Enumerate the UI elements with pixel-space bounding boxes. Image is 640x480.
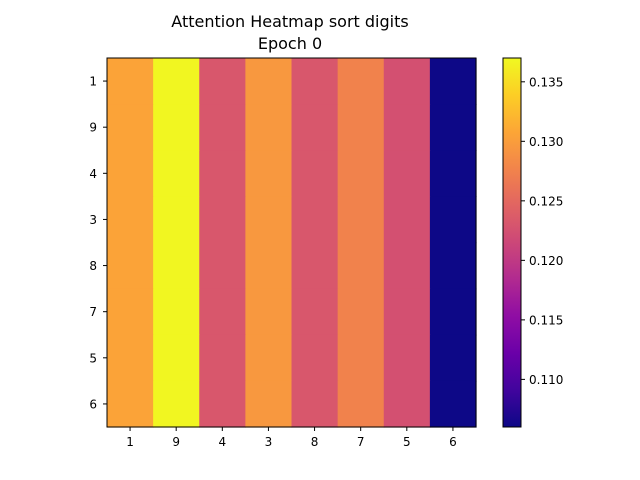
heatmap-cell: [199, 104, 246, 151]
heatmap-cell: [199, 334, 246, 382]
colorbar-tick-label: 0.125: [529, 194, 563, 208]
y-tick-label: 3: [89, 213, 97, 227]
heatmap-cell: [245, 380, 293, 428]
heatmap-cell: [429, 150, 477, 197]
heatmap-cell: [199, 196, 246, 244]
heatmap-cell: [107, 242, 154, 290]
x-axis: 1 9 4 3 8 7 5 6: [126, 427, 457, 449]
heatmap-cell: [383, 150, 431, 197]
heatmap-cell: [337, 150, 385, 197]
heatmap-cell: [291, 58, 339, 105]
heatmap-cell: [107, 196, 154, 244]
heatmap-cell: [291, 334, 339, 382]
heatmap-cell: [383, 196, 431, 244]
x-tick-label: 8: [311, 435, 319, 449]
heatmap-cell: [245, 196, 293, 244]
heatmap-cell: [337, 288, 385, 336]
colorbar-tick-label: 0.135: [529, 75, 563, 89]
heatmap-cell: [107, 104, 154, 151]
heatmap-cell: [245, 288, 293, 336]
heatmap-cell: [199, 242, 246, 290]
colorbar-tick-label: 0.120: [529, 254, 563, 268]
x-tick-label: 4: [218, 435, 226, 449]
heatmap-cell: [107, 58, 154, 105]
heatmap-cell: [337, 104, 385, 151]
x-tick-label: 3: [265, 435, 273, 449]
heatmap-cell: [245, 242, 293, 290]
heatmap-cell: [291, 380, 339, 428]
heatmap-cell: [245, 58, 293, 105]
heatmap-frame: [106, 57, 477, 428]
heatmap-cell: [107, 334, 154, 382]
y-tick-label: 6: [89, 397, 97, 411]
colorbar-frame: [502, 57, 522, 428]
colorbar: [503, 58, 521, 427]
heatmap-cell: [429, 334, 477, 382]
heatmap-cell: [291, 150, 339, 197]
heatmap-cell: [153, 380, 200, 428]
y-tick-label: 9: [89, 121, 97, 135]
heatmap-cell: [337, 58, 385, 105]
chart-title-line2: Epoch 0: [258, 34, 322, 53]
x-tick-label: 5: [403, 435, 411, 449]
heatmap-cell: [383, 104, 431, 151]
heatmap-cell: [291, 196, 339, 244]
heatmap-cell: [107, 380, 154, 428]
colorbar-tick-label: 0.130: [529, 135, 563, 149]
heatmap-cell: [337, 334, 385, 382]
heatmap-cell: [153, 242, 200, 290]
heatmap-cell: [153, 104, 200, 151]
heatmap-cell: [337, 242, 385, 290]
heatmap-cell: [291, 288, 339, 336]
heatmap-cell: [383, 58, 431, 105]
heatmap-cell: [199, 380, 246, 428]
heatmap-cell: [245, 104, 293, 151]
heatmap-cell: [429, 104, 477, 151]
heatmap-cell: [383, 334, 431, 382]
y-tick-label: 8: [89, 259, 97, 273]
heatmap-cell: [429, 196, 477, 244]
x-tick-label: 1: [126, 435, 134, 449]
heatmap-cell: [199, 150, 246, 197]
x-tick-label: 7: [357, 435, 365, 449]
heatmap-cell: [153, 288, 200, 336]
y-tick-label: 1: [89, 75, 97, 89]
colorbar-tick-label: 0.115: [529, 313, 563, 327]
heatmap-cell: [199, 58, 246, 105]
heatmap-cell: [153, 58, 200, 105]
heatmap-cell: [429, 380, 477, 428]
heatmap-cell: [429, 58, 477, 105]
heatmap-cell: [429, 242, 477, 290]
heatmap-cell: [245, 150, 293, 197]
heatmap-cell: [383, 380, 431, 428]
heatmap-cell: [199, 288, 246, 336]
x-tick-label: 6: [449, 435, 457, 449]
heatmap-cell: [291, 242, 339, 290]
heatmap-cell: [337, 380, 385, 428]
heatmap-cell: [153, 150, 200, 197]
x-tick-label: 9: [172, 435, 180, 449]
heatmap-cell: [291, 104, 339, 151]
y-tick-label: 5: [89, 351, 97, 365]
y-tick-label: 4: [89, 167, 97, 181]
heatmap-cell: [429, 288, 477, 336]
heatmap-cell: [337, 196, 385, 244]
heatmap-cell: [245, 334, 293, 382]
heatmap-cells: [107, 58, 477, 428]
heatmap-cell: [153, 196, 200, 244]
y-tick-label: 7: [89, 305, 97, 319]
heatmap-cell: [153, 334, 200, 382]
heatmap-cell: [383, 242, 431, 290]
colorbar-axis: 0.110 0.115 0.120 0.125 0.130 0.135: [521, 75, 563, 387]
chart-title-line1: Attention Heatmap sort digits: [171, 12, 408, 31]
colorbar-tick-label: 0.110: [529, 373, 563, 387]
heatmap-cell: [107, 150, 154, 197]
heatmap-cell: [383, 288, 431, 336]
heatmap-cell: [107, 288, 154, 336]
y-axis: 1 9 4 3 8 7 5 6: [89, 75, 107, 411]
